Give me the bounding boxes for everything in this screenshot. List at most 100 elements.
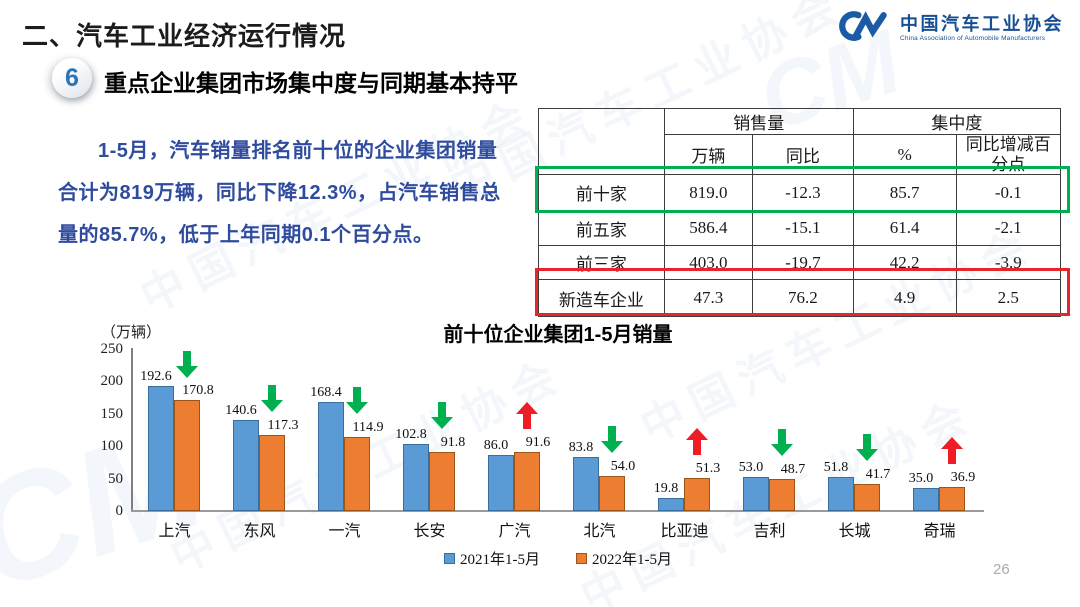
row-label: 前十家 [538, 174, 665, 212]
category-label: 吉利 [753, 523, 786, 540]
value-label-2021: 140.6 [225, 402, 257, 418]
arrow-head [941, 437, 963, 450]
arrow-shaft [183, 351, 191, 366]
value-label-2022: 51.3 [695, 460, 721, 476]
table-group-header: 集中度 [852, 108, 1062, 135]
trend-arrow-up-icon [941, 437, 963, 465]
arrow-head [856, 448, 878, 461]
y-axis-tick: 250 [100, 341, 124, 357]
category-label: 比亚迪 [660, 523, 709, 540]
sales-bar-chart: 前十位企业集团1-5月销量 （万辆） 192.6 170.8 上汽 140.6 117.… [85, 316, 1070, 594]
chart-group-一汽: 168.4 114.9 一汽 [302, 349, 387, 540]
chart-group-吉利: 53.0 48.7 吉利 [727, 349, 812, 540]
table-sub-header: 同比增减百分点 [955, 133, 1062, 176]
value-label-2021: 168.4 [310, 384, 342, 400]
trend-arrow-down-icon [771, 429, 793, 457]
arrow-shaft [693, 439, 701, 455]
cell-value: -0.1 [955, 174, 1062, 212]
y-axis-line [131, 348, 133, 512]
y-axis-tick: 0 [115, 503, 124, 519]
row-label: 新造车企业 [538, 279, 665, 318]
trend-arrow-down-icon [856, 433, 878, 461]
arrow-shaft [438, 401, 446, 417]
table-row: 前十家 819.0 -12.3 85.7 -0.1 [538, 174, 1062, 212]
page-title: 二、汽车工业经济运行情况 [22, 21, 347, 51]
value-label-2021: 19.8 [653, 481, 679, 497]
chart-group-广汽: 86.0 91.6 广汽 [472, 349, 557, 540]
arrow-head [516, 401, 538, 414]
value-label-2021: 51.8 [823, 460, 849, 476]
bar-2021 [828, 477, 854, 511]
cell-value: 586.4 [663, 210, 754, 247]
cell-value: 42.2 [852, 245, 957, 281]
page-number: 26 [993, 561, 1010, 578]
value-label-2021: 102.8 [395, 427, 427, 443]
category-label: 广汽 [498, 523, 531, 540]
category-label: 北汽 [583, 523, 616, 540]
trend-arrow-down-icon [601, 426, 623, 454]
plot-area: 192.6 170.8 上汽 140.6 117.3 东风 168.4 114.9 一汽 102.… [132, 349, 982, 540]
value-label-2022: 48.7 [780, 462, 806, 478]
section-heading: 重点企业集团市场集中度与同期基本持平 [104, 70, 518, 96]
bar-2022 [259, 435, 285, 511]
category-label: 长城 [838, 523, 871, 540]
y-axis-tick: 50 [108, 470, 123, 487]
section-number-badge: 6 [52, 58, 92, 98]
org-logo-icon [833, 8, 891, 49]
bar-2022 [684, 477, 710, 511]
bar-2021 [573, 456, 599, 511]
cell-value: 61.4 [852, 210, 957, 247]
value-label-2022: 91.8 [440, 434, 466, 450]
concentration-table: 销售量 集中度 万辆 同比 % 同比增减百分点 前十家 819.0 -12.3 … [538, 107, 1062, 318]
value-label-2022: 117.3 [267, 418, 299, 433]
cell-value: -12.3 [752, 174, 854, 212]
bar-2021 [658, 498, 684, 511]
bar-2021 [318, 401, 344, 511]
y-axis-unit-label: （万辆） [101, 325, 162, 341]
y-axis-tick: 150 [100, 405, 124, 422]
table-sub-header: % [852, 133, 957, 176]
trend-arrow-down-icon [431, 401, 453, 429]
chart-group-东风: 140.6 117.3 东风 [217, 349, 302, 540]
value-label-2022: 36.9 [950, 470, 976, 486]
legend-swatch [444, 553, 455, 564]
value-label-2021: 86.0 [483, 438, 509, 454]
arrow-shaft [948, 449, 956, 465]
arrow-head [771, 444, 793, 457]
value-label-2022: 170.8 [182, 383, 214, 399]
cell-value: 76.2 [752, 279, 854, 318]
arrow-shaft [608, 426, 616, 442]
legend-item: 2022年1-5月 [576, 548, 672, 569]
cell-value: 47.3 [663, 279, 754, 318]
category-label: 长安 [413, 523, 446, 540]
bar-2022 [599, 476, 625, 511]
table-row: 前五家 586.4 -15.1 61.4 -2.1 [538, 210, 1062, 247]
arrow-shaft [353, 386, 361, 402]
org-name-english: China Association of Automobile Manufact… [900, 35, 1046, 43]
value-label-2022: 114.9 [352, 419, 384, 435]
bar-2021 [488, 455, 514, 511]
table-sub-header: 万辆 [663, 133, 754, 176]
chart-group-比亚迪: 19.8 51.3 比亚迪 [642, 349, 727, 540]
arrow-head [346, 401, 368, 414]
category-label: 东风 [243, 523, 276, 540]
org-logo: 中国汽车工业协会 China Association of Automobile… [833, 8, 1064, 49]
cell-value: 4.9 [852, 279, 957, 318]
bar-2021 [148, 386, 174, 511]
value-label-2022: 41.7 [865, 466, 891, 482]
arrow-head [176, 366, 198, 378]
legend-swatch [576, 553, 587, 564]
arrow-shaft [268, 385, 276, 400]
bar-2022 [174, 400, 200, 511]
arrow-head [261, 400, 283, 412]
legend-label: 2022年1-5月 [592, 552, 672, 568]
org-name: 中国汽车工业协会 [900, 14, 1064, 35]
bar-2021 [233, 419, 259, 511]
table-row: 新造车企业 47.3 76.2 4.9 2.5 [538, 279, 1062, 318]
category-label: 一汽 [328, 523, 361, 540]
table-row: 前三家 403.0 -19.7 42.2 -3.9 [538, 245, 1062, 281]
table-group-header: 销售量 [663, 108, 854, 135]
bar-2021 [913, 488, 939, 511]
cell-value: -3.9 [955, 245, 1062, 281]
